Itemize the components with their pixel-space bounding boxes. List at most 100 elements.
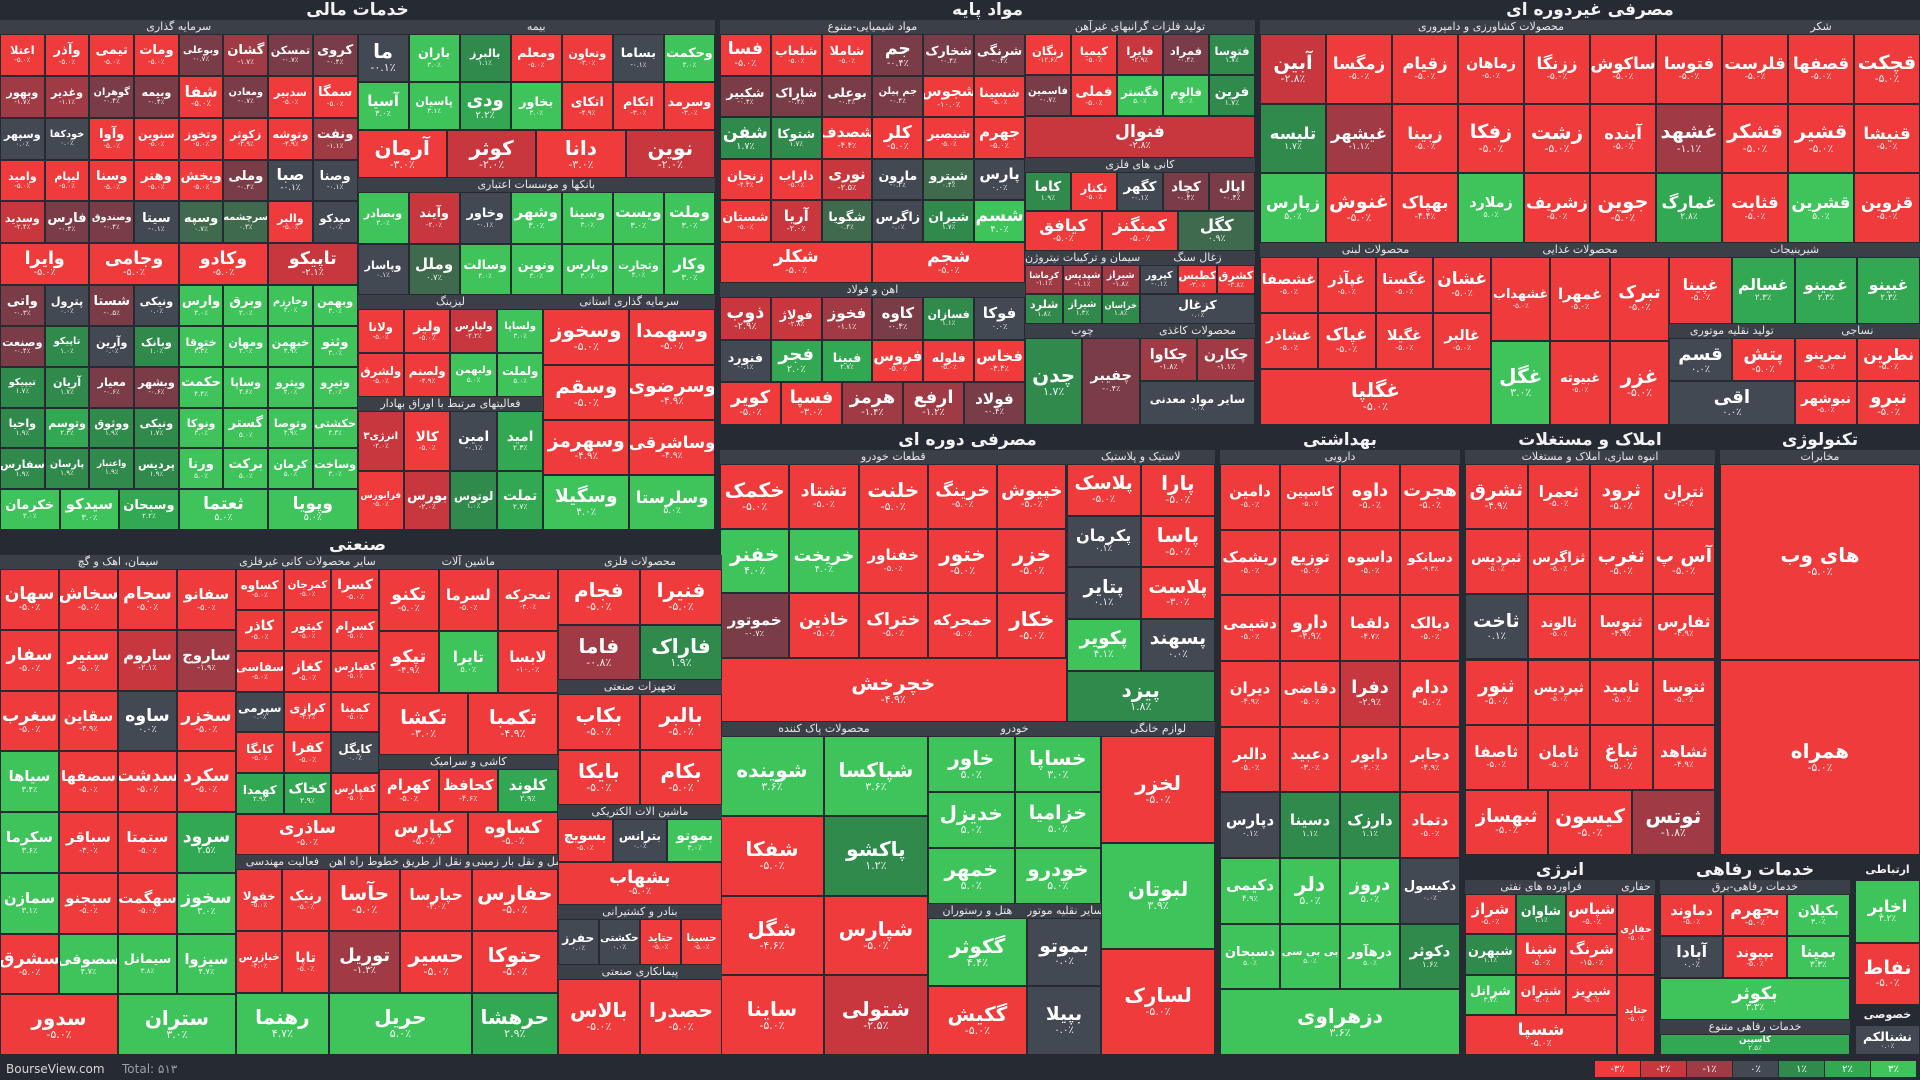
stock-tile[interactable]: تمسکن -۰.۷٪ (268, 34, 313, 76)
stock-tile[interactable]: اپال -۰.۴٪ (1208, 171, 1255, 212)
stock-tile[interactable]: فاما -۰.۸٪ (557, 624, 640, 680)
stock-tile[interactable]: حتوکا -۵.۰٪ (471, 931, 558, 993)
stock-tile[interactable]: خزر -۵.۰٪ (997, 528, 1067, 594)
stock-tile[interactable]: بمپنا ۳.۳٪ (1786, 936, 1850, 978)
stock-tile[interactable]: بالبر -۵.۰٪ (639, 694, 723, 750)
stock-tile[interactable]: وسپهر ۰.۰٪ (0, 117, 45, 160)
stock-tile[interactable]: خفناور -۵.۰٪ (858, 528, 928, 594)
stock-tile[interactable]: فملی -۵.۰٪ (1070, 75, 1117, 117)
stock-tile[interactable]: بکیلان ۳.۰٪ (1786, 894, 1850, 936)
stock-tile[interactable]: فارس -۰.۴٪ (44, 201, 90, 244)
stock-tile[interactable]: گشان -۱.۷٪ (223, 34, 269, 76)
stock-tile[interactable]: فسازان ۱.۱٪ (923, 297, 975, 340)
stock-tile[interactable]: وتوشه -۴.۹٪ (268, 117, 313, 160)
stock-tile[interactable]: وساپا ۴.۶٪ (223, 366, 269, 408)
stock-tile[interactable]: نمرینو -۵.۰٪ (1794, 337, 1858, 382)
stock-tile[interactable]: وحکمت ۳.۰٪ (663, 34, 715, 83)
stock-tile[interactable]: وسگیلا ۴.۰٪ (543, 474, 630, 530)
stock-tile[interactable]: ولپارس -۲.۲٪ (450, 309, 497, 354)
stock-tile[interactable]: وبانک ۱.۰٪ (134, 326, 179, 367)
stock-tile[interactable]: ونیکی ۱.۷٪ (134, 407, 179, 449)
stock-tile[interactable]: ولصنم -۴.۹٪ (403, 353, 451, 398)
stock-tile[interactable]: بشهاب -۵.۰٪ (557, 862, 723, 905)
stock-tile[interactable]: فایرا -۲.۹٪ (1116, 34, 1163, 76)
stock-tile[interactable]: نوری -۲.۵٪ (821, 158, 873, 201)
stock-tile[interactable]: غگستا -۵.۰٪ (1375, 256, 1434, 313)
stock-tile[interactable]: خپیوش -۵.۰٪ (997, 464, 1067, 529)
stock-tile[interactable]: شسم ۴.۰٪ (974, 200, 1025, 242)
stock-tile[interactable]: غزر -۵.۰٪ (1609, 340, 1670, 425)
stock-tile[interactable]: کحافظ -۴.۶٪ (438, 769, 499, 812)
stock-tile[interactable]: رنیک -۵.۰٪ (282, 869, 329, 931)
stock-tile[interactable]: ویترو ۴.۰٪ (268, 366, 313, 408)
stock-tile[interactable]: وصنعت -۰.۴٪ (0, 326, 45, 367)
stock-tile[interactable]: سغرب -۵.۰٪ (0, 690, 59, 752)
stock-tile[interactable]: ختراک -۵.۰٪ (858, 593, 928, 658)
stock-tile[interactable]: سکرد -۵.۰٪ (176, 751, 236, 812)
stock-tile[interactable]: وملت ۳.۰٪ (663, 192, 715, 244)
stock-tile[interactable]: پارا -۵.۰٪ (1140, 464, 1215, 516)
stock-tile[interactable]: شفن ۱.۷٪ (720, 117, 771, 159)
stock-tile[interactable]: بساما -۰.۱٪ (612, 34, 664, 83)
stock-tile[interactable]: نوین -۲.۰٪ (625, 130, 715, 179)
stock-tile[interactable]: زماهان -۵.۰٪ (1458, 34, 1524, 104)
stock-tile[interactable]: بورس -۲.۰٪ (403, 470, 451, 530)
stock-tile[interactable]: دسینا ۱.۱٪ (1280, 792, 1340, 858)
stock-tile[interactable]: ولبهمن ۵.۰٪ (450, 353, 497, 398)
stock-tile[interactable]: سهگمت -۵.۰٪ (117, 872, 177, 934)
stock-tile[interactable]: ثبردیس -۵.۰٪ (1465, 529, 1528, 595)
stock-tile[interactable]: سفارس ۱.۹٪ (0, 448, 45, 490)
stock-tile[interactable]: کرازی -۳.۴٪ (283, 691, 332, 733)
stock-tile[interactable]: فاراک ۱.۹٪ (639, 624, 723, 680)
stock-tile[interactable]: هجرت -۵.۰٪ (1400, 464, 1460, 530)
stock-tile[interactable]: وسلرستا ۵.۰٪ (629, 474, 715, 530)
stock-tile[interactable]: ساکوش -۵.۰٪ (1590, 34, 1656, 104)
stock-tile[interactable]: بکاب -۵.۰٪ (557, 694, 640, 750)
stock-tile[interactable]: دسانکو -۹.۳٪ (1400, 529, 1460, 596)
stock-tile[interactable]: شیران ۱.۷٪ (923, 200, 975, 242)
stock-tile[interactable]: وصندوق -۰.۴٪ (89, 201, 135, 244)
stock-tile[interactable]: کلر -۵.۰٪ (872, 117, 924, 159)
stock-tile[interactable]: وایرا -۵.۰٪ (0, 243, 90, 286)
stock-tile[interactable]: دارو -۴.۹٪ (1280, 595, 1340, 661)
stock-tile[interactable]: شجوس -۱۰.۰٪ (923, 75, 975, 118)
stock-tile[interactable]: وارس ۳.۰٪ (178, 285, 224, 326)
stock-tile[interactable]: غشان -۵.۰٪ (1433, 256, 1491, 313)
stock-tile[interactable]: فتوسا -۵.۰٪ (1656, 34, 1722, 104)
stock-tile[interactable]: فگستر ۵.۰٪ (1116, 75, 1163, 117)
stock-tile[interactable]: امین -۰.۱٪ (450, 411, 497, 471)
stock-tile[interactable]: حفارس -۵.۰٪ (471, 869, 558, 931)
stock-tile[interactable]: پلاسک -۵.۰٪ (1066, 464, 1141, 516)
stock-tile[interactable]: پکویر ۴.۱٪ (1066, 618, 1141, 671)
stock-tile[interactable]: وبوعلی -۰.۷٪ (178, 34, 224, 76)
stock-tile[interactable]: زشت -۵.۰٪ (1524, 103, 1590, 174)
stock-tile[interactable]: سفانو -۵.۰٪ (176, 569, 236, 630)
stock-tile[interactable]: سنوین -۵.۰٪ (134, 117, 179, 160)
stock-tile[interactable]: تکمبا -۴.۹٪ (468, 693, 558, 755)
stock-tile[interactable]: ثاخت ۰.۱٪ (1465, 594, 1528, 660)
stock-tile[interactable]: دابور -۳.۰٪ (1340, 726, 1400, 793)
stock-tile[interactable]: فولاد -۰.۴٪ (963, 382, 1025, 425)
stock-tile[interactable]: وبهمن ۳.۰٪ (312, 285, 358, 326)
stock-tile[interactable]: سمازن ۳.۱٪ (0, 872, 59, 934)
stock-tile[interactable]: کپرور -۰.۱٪ (1139, 264, 1179, 295)
stock-tile[interactable]: شبهرن ۱.۱٪ (1465, 934, 1516, 975)
stock-tile[interactable]: تاپیکو -۲.۱٪ (268, 243, 358, 286)
stock-tile[interactable]: ووثوق ۱.۹٪ (89, 407, 135, 449)
stock-tile[interactable]: وجامی -۵.۰٪ (89, 243, 179, 286)
stock-tile[interactable]: ثشرق -۴.۹٪ (1465, 464, 1528, 530)
stock-tile[interactable]: زمگسا -۵.۰٪ (1326, 34, 1392, 104)
stock-tile[interactable]: وتجارت ۳.۰٪ (612, 243, 664, 296)
stock-tile[interactable]: دانا -۳.۰٪ (536, 130, 626, 179)
stock-tile[interactable]: حپارسا -۳.۰٪ (400, 869, 472, 931)
stock-tile[interactable]: آینده -۵.۰٪ (1590, 103, 1656, 174)
stock-tile[interactable]: سخوز ۳.۰٪ (176, 872, 236, 934)
stock-tile[interactable]: ونوکا ۳.۰٪ (178, 407, 224, 449)
stock-tile[interactable]: بی بی سی ۵.۰٪ (1280, 923, 1340, 990)
stock-tile[interactable]: تیپیکو ۱.۷٪ (0, 366, 45, 408)
stock-tile[interactable]: ولانا -۵.۰٪ (357, 309, 404, 354)
stock-tile[interactable]: تشتاد -۵.۰٪ (789, 464, 859, 529)
stock-tile[interactable]: شصدف -۴.۴٪ (821, 117, 873, 159)
stock-tile[interactable]: شستا -۰.۵٪ (89, 285, 135, 326)
stock-tile[interactable]: امید ۲.۳٪ (496, 411, 544, 471)
